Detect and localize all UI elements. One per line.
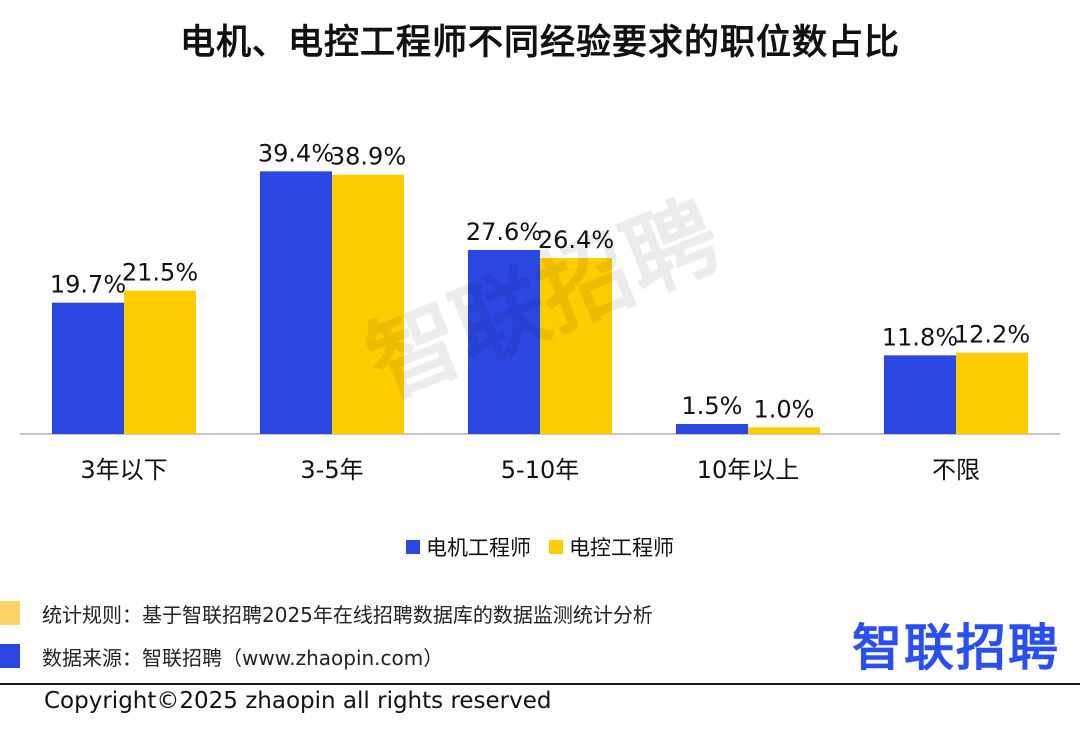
chart-title: 电机、电控工程师不同经验要求的职位数占比: [179, 23, 900, 63]
data-label-2-2: 38.9%: [330, 143, 406, 171]
data-label-2-5: 12.2%: [954, 321, 1030, 349]
bar-2-4: [748, 427, 820, 434]
data-label-2-1: 21.5%: [122, 259, 198, 287]
bar-2-5: [956, 352, 1028, 434]
copyright-text: Copyright©2025 zhaopin all rights reserv…: [44, 688, 552, 714]
data-label-1-4: 1.5%: [682, 392, 743, 420]
legend-item-series-1: 电机工程师: [406, 532, 531, 562]
legend-label-series-1: 电机工程师: [426, 536, 531, 560]
bar-1-4: [676, 424, 748, 434]
bar-2-1: [124, 290, 196, 434]
data-label-2-3: 26.4%: [538, 226, 614, 254]
zhaopin-logo: 智联招聘: [852, 619, 1060, 677]
legend-item-series-2: 电控工程师: [549, 532, 674, 562]
footer-source-text: 数据来源：智联招聘（www.zhaopin.com）: [42, 645, 444, 670]
legend: 电机工程师 电控工程师: [0, 532, 1080, 562]
footer-source-line: 数据来源：智联招聘（www.zhaopin.com）: [0, 642, 443, 670]
legend-swatch-series-2: [549, 540, 563, 554]
legend-swatch-series-1: [406, 540, 420, 554]
bar-1-5: [884, 355, 956, 434]
category-label-1: 3年以下: [80, 456, 167, 484]
category-label-3: 5-10年: [501, 456, 579, 484]
data-label-1-5: 11.8%: [882, 323, 958, 351]
data-label-1-3: 27.6%: [466, 218, 542, 246]
data-label-2-4: 1.0%: [754, 395, 815, 423]
footer-divider: [0, 683, 1080, 685]
data-label-1-2: 39.4%: [258, 139, 334, 167]
bar-2-2: [332, 174, 404, 434]
footer-rule-swatch: [0, 601, 20, 625]
bar-chart: 19.7%21.5% 3年以下 39.4%38.9% 3-5年 27.6%26.4% 5-…: [20, 139, 1060, 484]
bar-1-1: [52, 302, 124, 434]
category-label-2: 3-5年: [300, 456, 363, 484]
footer-source-swatch: [0, 644, 20, 668]
bar-1-2: [260, 171, 332, 435]
category-label-4: 10年以上: [697, 456, 800, 484]
legend-label-series-2: 电控工程师: [569, 536, 674, 560]
footer-rule-line: 统计规则：基于智联招聘2025年在线招聘数据库的数据监测统计分析: [0, 599, 653, 627]
footer-rule-text: 统计规则：基于智联招聘2025年在线招聘数据库的数据监测统计分析: [42, 602, 653, 627]
bar-1-3: [468, 250, 540, 434]
data-label-1-1: 19.7%: [50, 271, 126, 299]
category-label-5: 不限: [932, 456, 980, 484]
bar-2-3: [540, 258, 612, 434]
